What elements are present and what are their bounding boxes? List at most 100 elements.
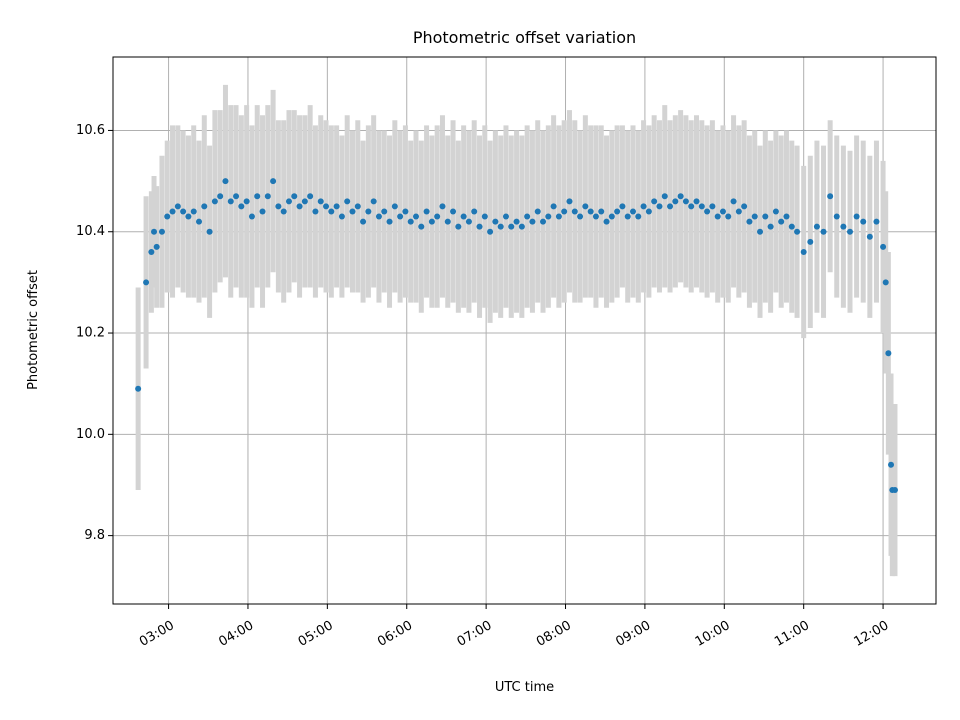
data-point <box>402 208 409 215</box>
data-point <box>598 208 605 215</box>
data-point <box>672 198 679 205</box>
y-axis-label: Photometric offset <box>26 270 41 390</box>
data-point <box>344 198 351 205</box>
data-point <box>677 193 684 200</box>
data-point <box>833 213 840 220</box>
data-point <box>513 218 520 225</box>
data-point <box>338 213 345 220</box>
data-point <box>317 198 324 205</box>
y-tick-label: 10.6 <box>76 123 105 138</box>
data-point <box>238 203 245 210</box>
data-point <box>460 213 467 220</box>
data-point <box>688 203 695 210</box>
y-axis: 9.8 10.0 10.2 10.4 10.6 <box>76 123 113 543</box>
data-point <box>481 213 488 220</box>
data-point <box>800 248 807 255</box>
data-point <box>624 213 631 220</box>
data-point <box>794 228 801 235</box>
data-point <box>807 238 814 245</box>
data-point <box>757 228 764 235</box>
data-point <box>860 218 867 225</box>
data-point <box>328 208 335 215</box>
data-point <box>518 223 525 230</box>
data-point <box>153 243 160 250</box>
data-points <box>135 178 898 494</box>
data-point <box>259 208 266 215</box>
data-point <box>135 385 142 392</box>
data-point <box>540 218 547 225</box>
data-point <box>651 198 658 205</box>
data-point <box>635 213 642 220</box>
data-point <box>508 223 515 230</box>
data-point <box>725 213 732 220</box>
data-point <box>381 208 388 215</box>
y-tick-label: 10.2 <box>76 326 105 341</box>
data-point <box>185 213 192 220</box>
data-point <box>143 279 150 286</box>
data-point <box>354 203 361 210</box>
data-point <box>709 203 716 210</box>
data-point <box>619 203 626 210</box>
data-point <box>767 223 774 230</box>
data-point <box>397 213 404 220</box>
data-point <box>502 213 509 220</box>
data-point <box>434 213 441 220</box>
data-point <box>788 223 795 230</box>
data-point <box>190 208 197 215</box>
data-point <box>762 213 769 220</box>
data-point <box>301 198 308 205</box>
data-point <box>661 193 668 200</box>
data-point <box>534 208 541 215</box>
data-point <box>471 208 478 215</box>
data-point <box>778 218 785 225</box>
data-point <box>827 193 834 200</box>
data-point <box>275 203 282 210</box>
data-point <box>656 203 663 210</box>
data-point <box>730 198 737 205</box>
data-point <box>577 213 584 220</box>
data-point <box>571 208 578 215</box>
data-point <box>820 228 827 235</box>
data-point <box>391 203 398 210</box>
data-point <box>450 208 457 215</box>
data-point <box>270 178 277 185</box>
data-point <box>561 208 568 215</box>
x-axis-label: UTC time <box>495 680 554 695</box>
data-point <box>227 198 234 205</box>
data-point <box>566 198 573 205</box>
y-tick-label: 9.8 <box>84 528 105 543</box>
data-point <box>693 198 700 205</box>
data-point <box>174 203 181 210</box>
data-point <box>550 203 557 210</box>
data-point <box>217 193 224 200</box>
data-point <box>291 193 298 200</box>
data-point <box>233 193 240 200</box>
data-point <box>866 233 873 240</box>
data-point <box>587 208 594 215</box>
data-point <box>880 243 887 250</box>
data-point <box>428 218 435 225</box>
data-point <box>840 223 847 230</box>
data-point <box>254 193 261 200</box>
data-point <box>719 208 726 215</box>
data-point <box>333 203 340 210</box>
data-point <box>312 208 319 215</box>
data-point <box>211 198 218 205</box>
data-point <box>413 213 420 220</box>
data-point <box>698 203 705 210</box>
data-point <box>370 198 377 205</box>
data-point <box>201 203 208 210</box>
data-point <box>196 218 203 225</box>
data-point <box>545 213 552 220</box>
data-point <box>735 208 742 215</box>
data-point <box>741 203 748 210</box>
data-point <box>439 203 446 210</box>
data-point <box>206 228 213 235</box>
data-point <box>524 213 531 220</box>
data-point <box>243 198 250 205</box>
chart-title: Photometric offset variation <box>413 28 636 47</box>
data-point <box>783 213 790 220</box>
data-point <box>418 223 425 230</box>
data-point <box>151 228 158 235</box>
